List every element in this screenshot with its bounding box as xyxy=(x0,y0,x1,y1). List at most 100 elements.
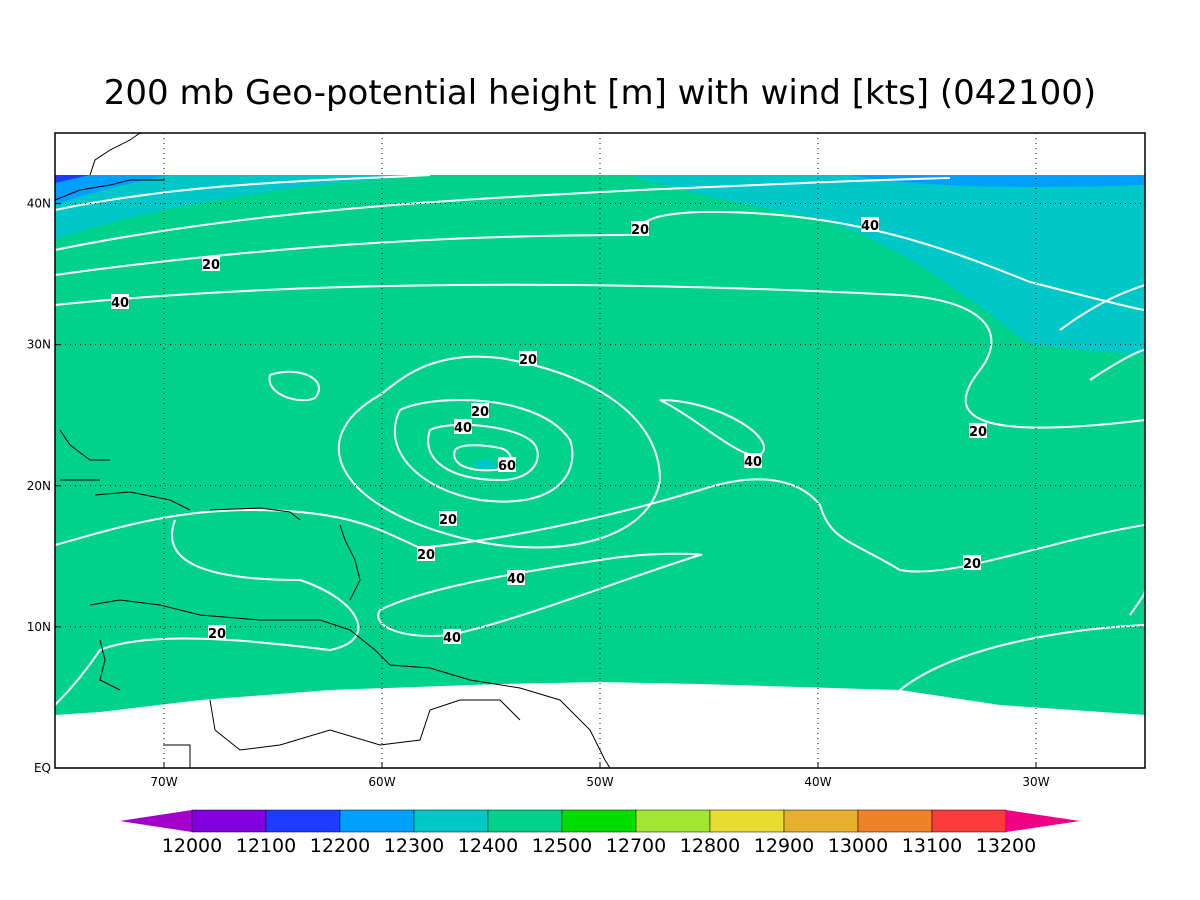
contour-label: 40 xyxy=(861,219,879,234)
contour-label: 20 xyxy=(439,513,457,528)
colorbar-label: 12800 xyxy=(680,835,740,857)
contour-label: 20 xyxy=(963,557,981,572)
colorbar-label: 13200 xyxy=(976,835,1036,857)
colorbar-label: 12000 xyxy=(162,835,222,857)
contour-label-bg xyxy=(454,419,472,434)
fill-12200 xyxy=(55,175,170,205)
colorbar-label: 12200 xyxy=(310,835,370,857)
colorbar-box xyxy=(857,809,933,833)
colorbar-box xyxy=(635,809,711,833)
contour-line xyxy=(1059,284,1146,381)
colorbar-label: 13000 xyxy=(828,835,888,857)
colorbar: 12000 12100 12200 12300 12400 12500 12700 12800… xyxy=(120,809,1080,857)
x-tick-label: 30W xyxy=(1022,775,1049,789)
contour-label: 20 xyxy=(202,258,220,273)
coastline xyxy=(339,524,361,601)
colorbar-box xyxy=(487,809,563,833)
contour-label-bg xyxy=(202,256,220,271)
title: 200 mb Geo-potential height [m] with win… xyxy=(104,73,1096,113)
colorbar-box xyxy=(709,809,785,833)
colorbar-box xyxy=(561,809,637,833)
fill-12400 xyxy=(55,175,1145,715)
contour-label-bg xyxy=(963,555,981,570)
colorbar-label: 12300 xyxy=(384,835,444,857)
colorbar-label: 12500 xyxy=(532,835,592,857)
coastline xyxy=(209,699,521,751)
colorbar-box xyxy=(783,809,859,833)
contour-label-bg xyxy=(861,217,879,232)
contour-label: 20 xyxy=(519,353,537,368)
colorbar-triangle xyxy=(120,810,192,832)
colorbar-label: 12400 xyxy=(458,835,518,857)
x-tick-label: 40W xyxy=(804,775,831,789)
contour-label: 60 xyxy=(498,459,516,474)
contour-line xyxy=(54,519,360,706)
contours xyxy=(54,174,1146,721)
contour-label-bg xyxy=(111,294,129,309)
contour-label: 20 xyxy=(631,223,649,238)
contour-label: 40 xyxy=(454,421,472,436)
contour-label-bg xyxy=(471,403,489,418)
contour-label-bg xyxy=(519,351,537,366)
contour-line xyxy=(377,552,703,637)
contour-label: 40 xyxy=(443,631,461,646)
contour-label-bg xyxy=(417,546,435,561)
contour-line xyxy=(393,398,574,503)
coastline xyxy=(89,599,611,769)
y-tick-label: 10N xyxy=(27,620,51,634)
colorbar-label: 12900 xyxy=(754,835,814,857)
x-tick-label: 70W xyxy=(150,775,177,789)
contour-line xyxy=(268,370,320,402)
contour-label-bg xyxy=(498,457,516,472)
map-frame xyxy=(54,132,1146,769)
contour-label: 40 xyxy=(744,455,762,470)
contour-label-bg xyxy=(443,629,461,644)
contour-line xyxy=(427,423,539,482)
coastline xyxy=(54,132,165,201)
x-tick-label: 60W xyxy=(368,775,395,789)
fill-field xyxy=(55,175,1145,715)
contour-line xyxy=(54,478,1146,573)
colorbar-label: 13100 xyxy=(902,835,962,857)
contour-line xyxy=(54,177,951,251)
colorbar-box xyxy=(413,809,489,833)
contour-label: 20 xyxy=(417,548,435,563)
colorbar-box xyxy=(931,809,1007,833)
contour-line xyxy=(54,210,1146,311)
contour-label: 20 xyxy=(471,405,489,420)
contour-label-bg xyxy=(744,453,762,468)
contour-line xyxy=(337,355,662,549)
y-tick-label: 30N xyxy=(27,338,51,352)
colorbar-box xyxy=(339,809,415,833)
coastline xyxy=(99,639,191,768)
coastlines xyxy=(54,132,611,769)
coastline xyxy=(59,429,301,521)
colorbar-box xyxy=(265,809,341,833)
y-tick-label: 40N xyxy=(27,197,51,211)
fill-12300 xyxy=(630,175,1145,355)
contour-label: 20 xyxy=(969,425,987,440)
x-tick-label: 50W xyxy=(586,775,613,789)
colorbar-label: 12100 xyxy=(236,835,296,857)
fill-12100 xyxy=(55,175,90,183)
contour-label-bg xyxy=(969,423,987,438)
contour-label: 40 xyxy=(111,296,129,311)
contour-label-bg xyxy=(208,625,226,640)
colorbar-label: 12700 xyxy=(606,835,666,857)
colorbar-triangle xyxy=(1006,810,1080,832)
contour-label: 40 xyxy=(507,572,525,587)
fill-12300 xyxy=(55,175,430,240)
contour-label-bg xyxy=(631,221,649,236)
graticule: 70W 60W 50W 40W 30W EQ 10N 20N 30N 40N xyxy=(27,133,1145,789)
y-tick-label: 20N xyxy=(27,479,51,493)
fill-12300 xyxy=(475,459,495,471)
contour-label-bg xyxy=(507,570,525,585)
y-tick-label: EQ xyxy=(34,761,51,775)
contour-label-bg xyxy=(439,511,457,526)
contour-line xyxy=(54,283,1146,429)
contour-label: 20 xyxy=(208,627,226,642)
contour-line xyxy=(54,174,431,211)
colorbar-box xyxy=(191,809,267,833)
